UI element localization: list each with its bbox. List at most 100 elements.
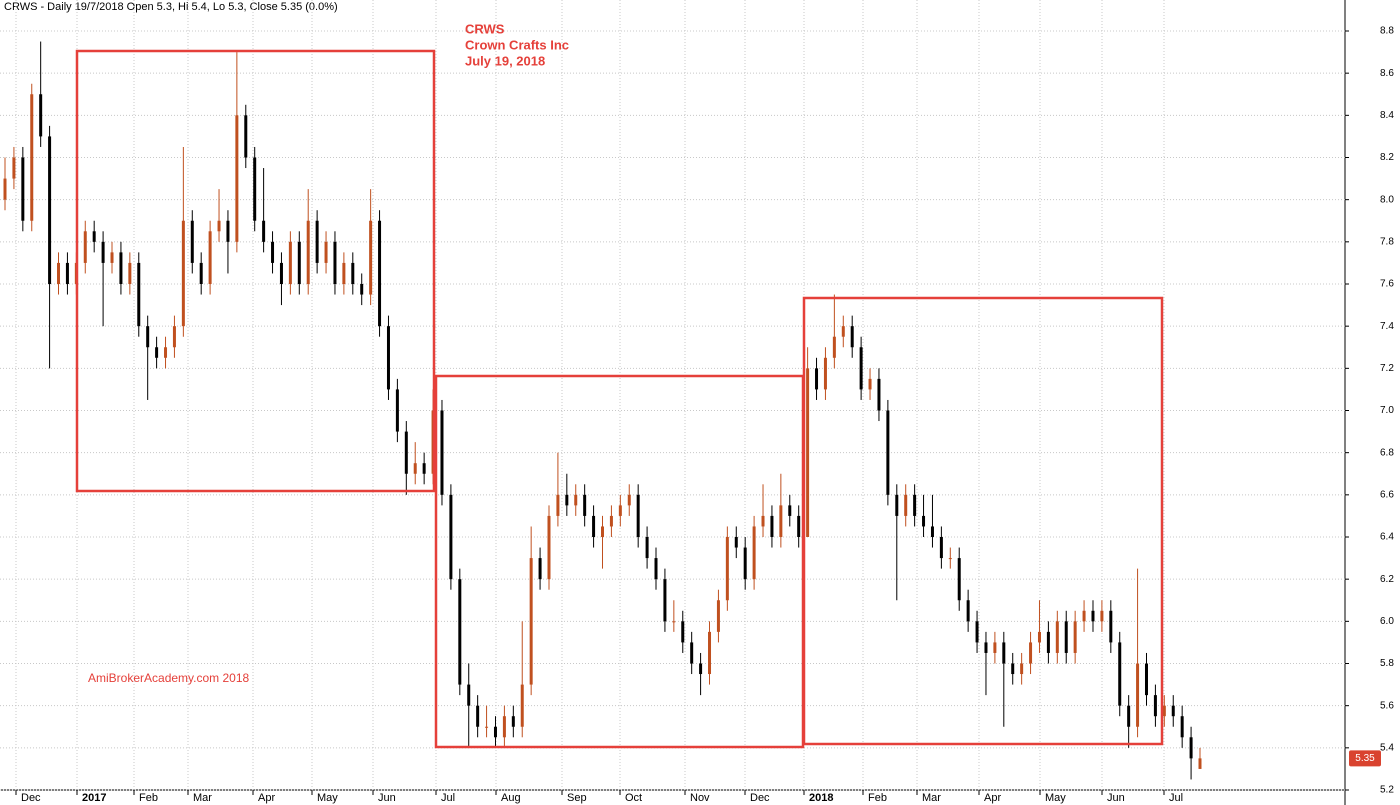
candle-body bbox=[1020, 663, 1024, 675]
candle-body bbox=[1162, 705, 1166, 717]
candle-body bbox=[146, 326, 150, 348]
x-tick-label: Mar bbox=[193, 792, 212, 804]
y-tick-label: 7.2 bbox=[1380, 363, 1394, 374]
candle-body bbox=[770, 515, 774, 537]
candle-body bbox=[467, 684, 471, 706]
y-tick-label: 8.0 bbox=[1380, 194, 1394, 205]
candle-body bbox=[1189, 737, 1193, 759]
candle-body bbox=[993, 642, 997, 653]
watermark: AmiBrokerAcademy.com 2018 bbox=[88, 671, 250, 685]
candle-body bbox=[690, 642, 694, 664]
y-tick-label: 7.6 bbox=[1380, 279, 1394, 290]
candle-body bbox=[137, 262, 141, 327]
candle-body bbox=[904, 494, 908, 516]
candle-body bbox=[627, 494, 631, 506]
candle-body bbox=[1100, 610, 1104, 622]
y-tick-label: 7.8 bbox=[1380, 236, 1394, 247]
candle-body bbox=[797, 515, 801, 537]
candle-body bbox=[565, 494, 569, 506]
candle-body bbox=[1171, 705, 1175, 717]
candle-body bbox=[966, 600, 970, 622]
y-tick-label: 8.2 bbox=[1380, 152, 1394, 163]
annotation: CRWS bbox=[465, 21, 505, 36]
candle-body bbox=[761, 515, 765, 527]
candle-body bbox=[645, 537, 649, 559]
candle-body bbox=[1002, 642, 1006, 664]
candle-body bbox=[324, 241, 328, 263]
x-tick-label: Nov bbox=[690, 792, 710, 804]
candle-body bbox=[752, 526, 756, 580]
candle-body bbox=[886, 410, 890, 495]
y-tick-label: 8.6 bbox=[1380, 68, 1394, 79]
candle-body bbox=[128, 262, 132, 284]
candle-body bbox=[681, 621, 685, 643]
annotation: July 19, 2018 bbox=[465, 53, 545, 68]
x-tick-label: Apr bbox=[984, 792, 1001, 804]
candle-body bbox=[208, 231, 212, 284]
x-tick-label: Aug bbox=[501, 792, 521, 804]
candle-body bbox=[725, 537, 729, 601]
candle-body bbox=[279, 262, 283, 284]
candle-body bbox=[788, 505, 792, 516]
last-price-label: 5.35 bbox=[1355, 753, 1375, 764]
candle-body bbox=[440, 410, 444, 495]
x-tick-label: Jul bbox=[441, 792, 455, 804]
y-tick-label: 6.4 bbox=[1380, 532, 1394, 543]
grid bbox=[0, 0, 1345, 791]
x-tick-label: 2017 bbox=[82, 792, 106, 804]
candle-body bbox=[511, 716, 515, 727]
y-tick-label: 7.0 bbox=[1380, 405, 1394, 416]
candle-body bbox=[101, 241, 105, 263]
candle-body bbox=[922, 515, 926, 527]
x-tick-label: Oct bbox=[625, 792, 642, 804]
candle-body bbox=[119, 252, 123, 284]
candle-body bbox=[12, 157, 16, 179]
candle-body bbox=[1091, 610, 1095, 622]
candle-body bbox=[734, 537, 738, 548]
candle-body bbox=[164, 347, 168, 358]
candle-body bbox=[984, 642, 988, 653]
candle-body bbox=[502, 716, 506, 738]
candle-body bbox=[386, 326, 390, 390]
y-tick-label: 5.4 bbox=[1380, 742, 1394, 753]
candle-body bbox=[975, 621, 979, 643]
candle-body bbox=[716, 600, 720, 632]
candle-body bbox=[618, 505, 622, 516]
candle-body bbox=[939, 537, 943, 559]
candle-body bbox=[110, 252, 114, 263]
candle-body bbox=[199, 262, 203, 284]
candle-body bbox=[841, 326, 845, 337]
candle-body bbox=[743, 547, 747, 580]
candle-body bbox=[823, 357, 827, 390]
candle-body bbox=[1136, 663, 1140, 727]
candle-body bbox=[378, 220, 382, 327]
candle-body bbox=[21, 157, 25, 221]
y-tick-label: 6.0 bbox=[1380, 616, 1394, 627]
candle-body bbox=[850, 326, 854, 348]
candle-body bbox=[779, 505, 783, 537]
candle-body bbox=[226, 220, 230, 242]
candle-body bbox=[806, 368, 810, 537]
candle-body bbox=[1198, 758, 1202, 769]
candle-body bbox=[529, 558, 533, 685]
chart-header: CRWS - Daily 19/7/2018 Open 5.3, Hi 5.4,… bbox=[4, 1, 338, 13]
candle-body bbox=[244, 115, 248, 158]
candle-body bbox=[868, 378, 872, 390]
x-tick-label: May bbox=[317, 792, 338, 804]
candle-body bbox=[342, 262, 346, 284]
candle-body bbox=[574, 494, 578, 506]
candle-body bbox=[288, 241, 292, 284]
candle-body bbox=[815, 368, 819, 390]
candle-body bbox=[654, 558, 658, 580]
x-tick-label: Jun bbox=[378, 792, 396, 804]
candle-body bbox=[1011, 663, 1015, 675]
x-tick-label: 2018 bbox=[809, 792, 833, 804]
candle-body bbox=[1109, 610, 1113, 643]
y-tick-label: 7.4 bbox=[1380, 321, 1394, 332]
y-tick-label: 8.4 bbox=[1380, 110, 1394, 121]
candle-body bbox=[404, 431, 408, 474]
candle-body bbox=[948, 558, 952, 560]
x-tick-label: Dec bbox=[750, 792, 770, 804]
candle-body bbox=[360, 284, 364, 295]
